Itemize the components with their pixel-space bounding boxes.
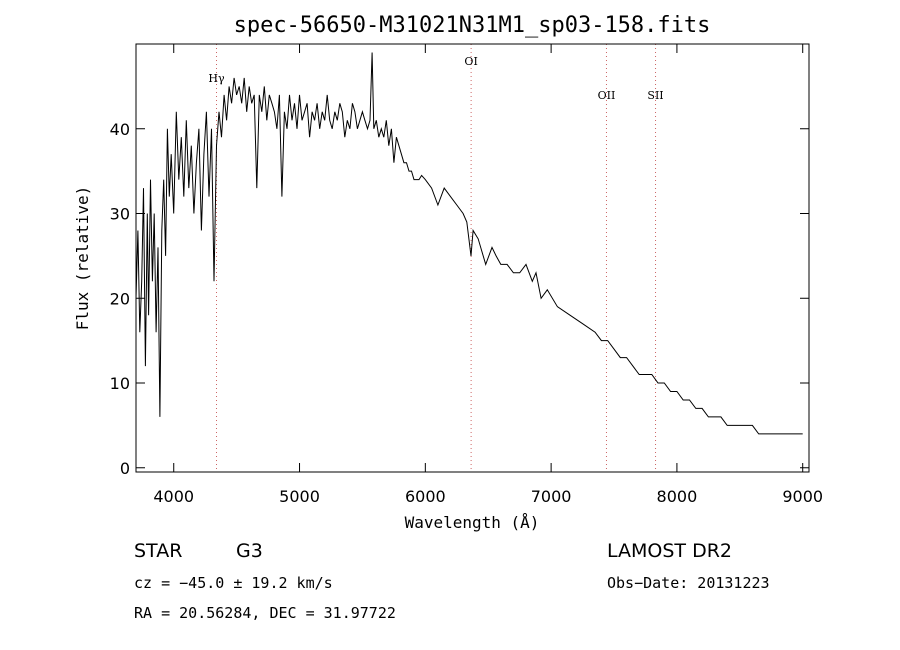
y-tick-label: 30 [110, 205, 130, 224]
y-tick-label: 40 [110, 120, 130, 139]
x-tick-label: 5000 [279, 487, 320, 506]
x-tick-label: 8000 [657, 487, 698, 506]
x-tick-label: 7000 [531, 487, 572, 506]
x-tick-label: 4000 [153, 487, 194, 506]
observation-date: Obs−Date: 20131223 [607, 574, 770, 592]
y-tick-label: 10 [110, 374, 130, 393]
line-marker-label: Hγ [208, 72, 225, 85]
line-marker-label: OII [598, 89, 616, 102]
x-tick-label: 9000 [782, 487, 823, 506]
line-marker-label: SII [647, 89, 663, 102]
object-type: STAR [134, 540, 183, 562]
x-axis-label: Wavelength (Å) [405, 513, 540, 532]
survey-name: LAMOST DR2 [607, 540, 732, 562]
plot-area: Hγ OI OII SII 4000 5000 6000 7000 8000 9000 0 10 20 3… [110, 44, 823, 506]
coordinates: RA = 20.56284, DEC = 31.97722 [134, 604, 396, 622]
x-tick-label: 6000 [405, 487, 446, 506]
y-tick-label: 0 [120, 459, 130, 478]
y-tick-label: 20 [110, 289, 130, 308]
plot-frame [135, 43, 810, 473]
chart-title: spec-56650-M31021N31M1_sp03-158.fits [234, 13, 711, 38]
subclass: G3 [236, 540, 263, 562]
redshift-cz: cz = −45.0 ± 19.2 km/s [134, 574, 333, 592]
line-marker-label: OI [464, 55, 477, 68]
y-axis-label: Flux (relative) [73, 186, 92, 331]
spectrum-line [135, 52, 803, 435]
